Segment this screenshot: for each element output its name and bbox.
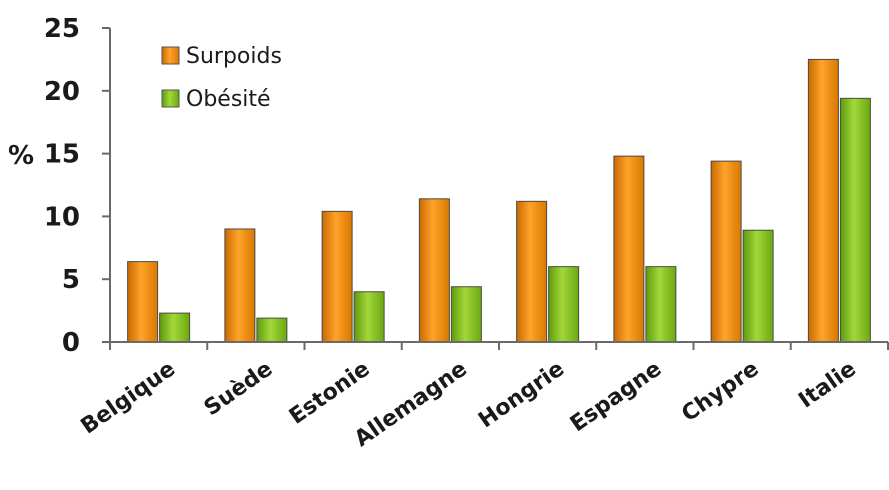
bar-obesite	[256, 317, 288, 343]
bar-surpoids	[127, 261, 159, 343]
legend: Surpoids Obésité	[161, 44, 282, 112]
legend-label-obesite: Obésité	[186, 87, 271, 112]
legend-swatch-obesite	[161, 89, 180, 108]
category-label: Hongrie	[474, 356, 569, 433]
bar-obesite	[353, 291, 385, 343]
y-tick-label: 25	[44, 14, 80, 44]
category-label: Italie	[794, 356, 860, 413]
y-tick-label: 0	[62, 328, 80, 358]
bar-obesite	[548, 266, 580, 343]
bar-obesite	[645, 266, 677, 343]
category-label: Espagne	[566, 356, 666, 437]
y-tick-label: 15	[44, 140, 80, 170]
bar-surpoids	[516, 200, 548, 343]
legend-label-surpoids: Surpoids	[186, 44, 282, 69]
category-label: Suède	[200, 356, 278, 421]
bar-obesite	[742, 229, 774, 343]
category-label: Chypre	[677, 356, 763, 427]
bar-surpoids	[807, 58, 839, 343]
y-tick-label: 10	[44, 202, 80, 232]
bars-group	[127, 58, 871, 343]
bar-obesite	[839, 97, 871, 343]
bar-surpoids	[418, 198, 450, 343]
category-label: Estonie	[285, 356, 375, 429]
legend-swatch-surpoids	[161, 46, 180, 65]
y-axis-label: %	[8, 141, 34, 171]
bar-obesite	[450, 286, 482, 343]
bar-surpoids	[613, 155, 645, 343]
y-tick-label: 20	[44, 77, 80, 107]
bar-surpoids	[710, 160, 742, 343]
y-ticks-group: 0 5 10 15 20 25	[44, 14, 110, 358]
bar-surpoids	[224, 228, 256, 343]
bar-surpoids	[321, 210, 353, 343]
bar-obesite	[159, 312, 191, 343]
y-tick-label: 5	[62, 265, 80, 295]
category-label: Belgique	[77, 356, 181, 439]
